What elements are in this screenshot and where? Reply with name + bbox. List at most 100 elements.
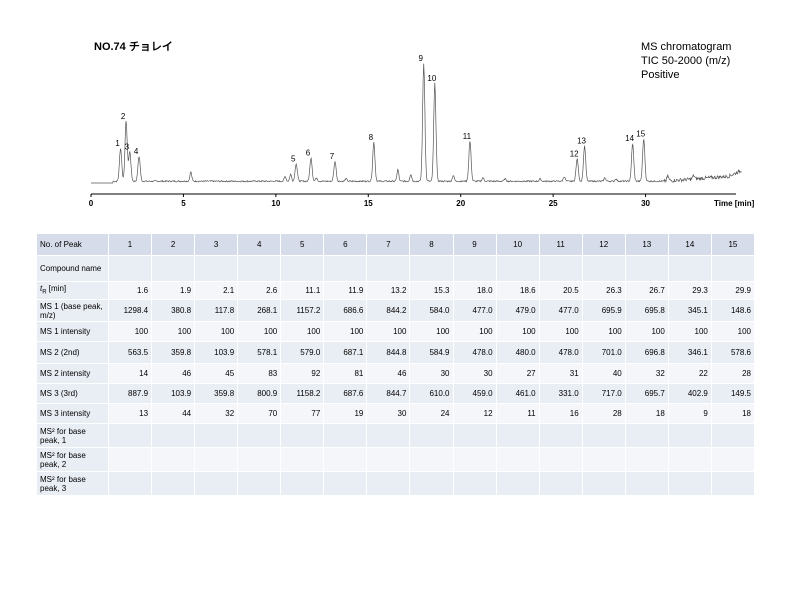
table-cell xyxy=(409,447,454,472)
table-cell xyxy=(237,471,282,496)
table-cell xyxy=(495,471,540,496)
table-cell: 100 xyxy=(194,321,239,342)
row-label: MS 3 intensity xyxy=(36,403,109,424)
table-cell xyxy=(237,423,282,448)
table-cell: 14 xyxy=(107,363,153,384)
table-cell: 696.8 xyxy=(624,341,669,364)
table-cell xyxy=(452,447,497,472)
table-cell: 844.8 xyxy=(366,341,411,364)
table-cell xyxy=(194,447,239,472)
table-cell xyxy=(495,447,540,472)
table-row: Compound name xyxy=(36,255,756,282)
page-title: NO.74 チョレイ xyxy=(94,41,173,53)
table-cell: 687.6 xyxy=(323,383,368,404)
table-cell: 478.0 xyxy=(538,341,583,364)
table-cell: 70 xyxy=(237,403,282,424)
table-cell: 268.1 xyxy=(237,299,282,322)
peak-number-cell: 3 xyxy=(194,233,239,256)
table-cell: 359.8 xyxy=(194,383,239,404)
x-tick-label: 5 xyxy=(181,199,186,208)
row-label: MS² for base peak, 2 xyxy=(36,447,109,472)
table-cell xyxy=(151,471,196,496)
peak-number-cell: 5 xyxy=(280,233,325,256)
peak-number-cell: 8 xyxy=(409,233,454,256)
table-cell: 100 xyxy=(280,321,325,342)
table-cell xyxy=(667,255,712,282)
table-cell xyxy=(710,471,756,496)
table-cell: 46 xyxy=(151,363,196,384)
peak-number-cell: 11 xyxy=(538,233,583,256)
table-cell xyxy=(624,423,669,448)
row-label: tR [min] xyxy=(36,281,109,300)
row-label: MS 1 (base peak, m/z) xyxy=(36,299,109,322)
table-cell: 686.6 xyxy=(323,299,368,322)
peak-label-8: 8 xyxy=(369,133,374,142)
x-tick-label: 25 xyxy=(549,199,558,208)
peak-label-9: 9 xyxy=(419,54,424,63)
table-cell: 31 xyxy=(538,363,583,384)
table-cell: 1298.4 xyxy=(107,299,153,322)
table-cell: 695.7 xyxy=(624,383,669,404)
table-cell xyxy=(452,423,497,448)
table-cell: 380.8 xyxy=(151,299,196,322)
peak-table: No. of Peak 1 2 3 4 5 6 7 8 9 10 11 12 13 14 15 Compound… xyxy=(36,233,756,496)
table-cell: 100 xyxy=(452,321,497,342)
table-row: MS 3 intensity 13 44 32 70 77 19 30 24 12 11 16 28 18… xyxy=(36,403,756,424)
table-cell: 28 xyxy=(710,363,756,384)
peak-number-cell: 9 xyxy=(452,233,497,256)
peak-label-13: 13 xyxy=(577,137,586,146)
table-cell: 103.9 xyxy=(151,383,196,404)
table-cell: 29.3 xyxy=(667,281,712,300)
table-cell xyxy=(194,471,239,496)
table-cell: 345.1 xyxy=(667,299,712,322)
table-cell: 100 xyxy=(151,321,196,342)
x-tick-label: 10 xyxy=(271,199,280,208)
table-cell: 461.0 xyxy=(495,383,540,404)
peak-label-3: 3 xyxy=(125,143,130,152)
table-cell: 26.3 xyxy=(581,281,626,300)
info-line-3: Positive xyxy=(641,69,680,81)
table-cell: 459.0 xyxy=(452,383,497,404)
table-cell: 563.5 xyxy=(107,341,153,364)
table-cell xyxy=(194,423,239,448)
table-cell: 346.1 xyxy=(667,341,712,364)
table-cell xyxy=(710,255,756,282)
table-row: MS² for base peak, 3 xyxy=(36,471,756,496)
table-row: MS 1 intensity 100 100 100 100 100 100 100 100 10… xyxy=(36,321,756,342)
peak-label-1: 1 xyxy=(115,139,120,148)
table-cell: 16 xyxy=(538,403,583,424)
table-cell: 100 xyxy=(409,321,454,342)
table-cell: 9 xyxy=(667,403,712,424)
table-cell: 100 xyxy=(710,321,756,342)
table-cell: 44 xyxy=(151,403,196,424)
row-label: MS² for base peak, 1 xyxy=(36,423,109,448)
table-cell: 1.6 xyxy=(107,281,153,300)
table-cell: 22 xyxy=(667,363,712,384)
table-cell: 687.1 xyxy=(323,341,368,364)
table-cell: 480.0 xyxy=(495,341,540,364)
table-cell: 610.0 xyxy=(409,383,454,404)
table-cell xyxy=(409,255,454,282)
peak-label-5: 5 xyxy=(291,154,296,163)
table-cell xyxy=(581,255,626,282)
table-cell: 578.1 xyxy=(237,341,282,364)
table-row: tR [min] 1.6 1.9 2.1 2.6 11.1 11.9 13.2 15.3 18.0… xyxy=(36,281,756,300)
table-cell xyxy=(624,447,669,472)
table-cell xyxy=(409,423,454,448)
info-line-2: TIC 50-2000 (m/z) xyxy=(641,55,731,67)
peak-label-2: 2 xyxy=(121,112,126,121)
table-cell xyxy=(194,255,239,282)
table-cell: 103.9 xyxy=(194,341,239,364)
table-cell xyxy=(323,471,368,496)
peak-label-4: 4 xyxy=(134,147,139,156)
table-cell: 19 xyxy=(323,403,368,424)
peak-label-10: 10 xyxy=(427,74,436,83)
table-cell: 695.8 xyxy=(624,299,669,322)
table-cell: 149.5 xyxy=(710,383,756,404)
table-cell: 45 xyxy=(194,363,239,384)
table-cell: 18.6 xyxy=(495,281,540,300)
table-cell: 32 xyxy=(194,403,239,424)
table-cell: 18.0 xyxy=(452,281,497,300)
table-cell xyxy=(452,471,497,496)
